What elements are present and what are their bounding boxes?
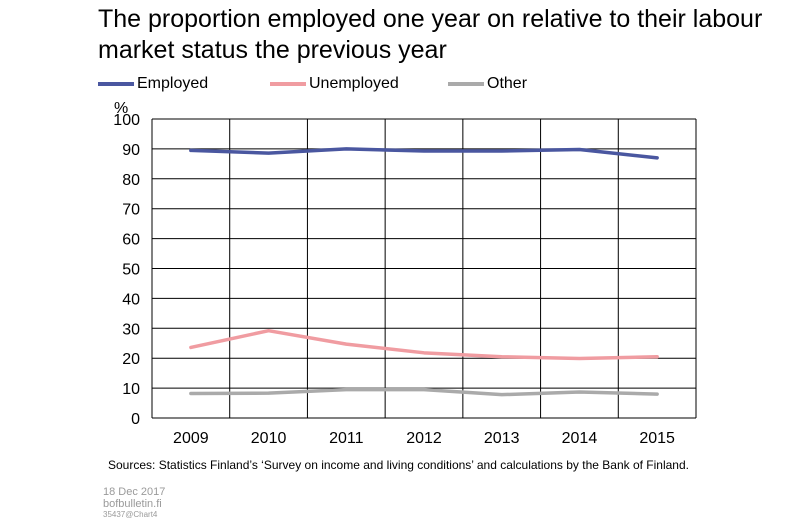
- legend-item-other: Other: [448, 75, 527, 93]
- y-tick-label: 30: [122, 321, 140, 338]
- y-tick-label: 90: [122, 142, 140, 159]
- legend-swatch-unemployed: [270, 82, 306, 86]
- y-tick-label: 60: [122, 232, 140, 249]
- x-tick-label: 2014: [562, 430, 598, 447]
- x-tick-label: 2009: [173, 430, 209, 447]
- source-note: Sources: Statistics Finland’s ‘Survey on…: [108, 458, 689, 472]
- y-tick-label: 0: [131, 411, 140, 428]
- y-tick-label: 50: [122, 262, 140, 279]
- series-line-other: [189, 387, 659, 397]
- y-tick-label: 80: [122, 172, 140, 189]
- x-tick-label: 2012: [406, 430, 442, 447]
- y-tick-label: 100: [113, 112, 140, 129]
- footer-date: 18 Dec 2017: [103, 486, 166, 498]
- series-line-unemployed: [189, 328, 659, 361]
- footer-chart-id: 35437@Chart4: [103, 510, 158, 519]
- y-tick-label: 70: [122, 202, 140, 219]
- y-axis-unit: %: [114, 100, 129, 117]
- y-tick-label: 10: [122, 381, 140, 398]
- legend-label-unemployed: Unemployed: [309, 75, 399, 92]
- legend-item-unemployed: Unemployed: [270, 75, 399, 93]
- x-tick-label: 2010: [251, 430, 287, 447]
- legend-label-employed: Employed: [137, 75, 209, 92]
- footer-site: bofbulletin.fi: [103, 498, 162, 510]
- legend-swatch-other: [448, 82, 484, 86]
- x-tick-label: 2015: [639, 430, 675, 447]
- y-tick-label: 20: [122, 351, 140, 368]
- legend-swatch-employed: [98, 82, 134, 86]
- x-tick-label: 2011: [329, 430, 364, 447]
- legend-item-employed: Employed: [98, 75, 208, 93]
- y-tick-label: 40: [122, 291, 140, 308]
- chart-title: The proportion employed one year on rela…: [98, 5, 763, 64]
- footer: 18 Dec 2017 bofbulletin.fi 35437@Chart4: [103, 486, 165, 520]
- x-tick-label: 2013: [484, 430, 520, 447]
- series-line-employed: [189, 147, 659, 160]
- legend-label-other: Other: [487, 75, 528, 92]
